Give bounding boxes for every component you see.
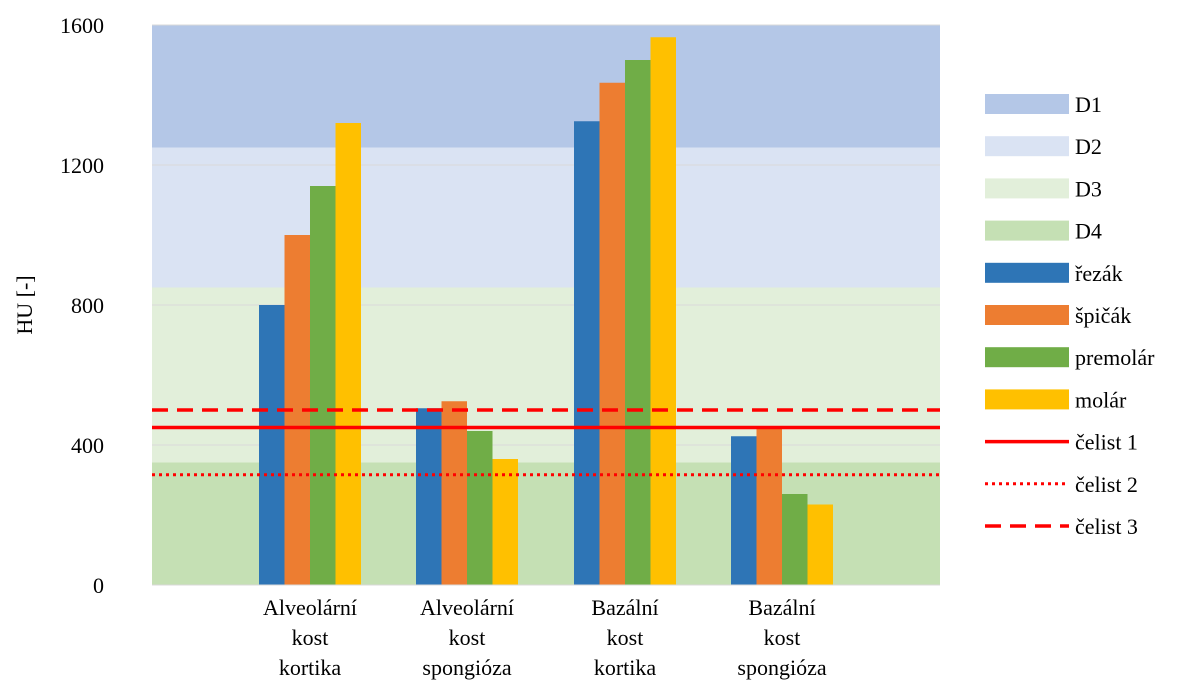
- y-axis-title: HU [-]: [12, 275, 37, 334]
- legend-label: premolár: [1075, 345, 1155, 370]
- legend-swatch: [985, 178, 1069, 199]
- legend-label: řezák: [1075, 261, 1123, 286]
- legend-swatch: [985, 389, 1069, 410]
- x-category-label: Alveolární: [263, 595, 357, 620]
- bar-1-3: [574, 121, 600, 585]
- bar-3-3: [625, 60, 651, 585]
- x-category-label: spongióza: [422, 655, 511, 680]
- bar-1-1: [259, 305, 285, 585]
- legend-label: špičák: [1075, 303, 1131, 328]
- x-category-label: kost: [607, 625, 644, 650]
- legend: D1 D2 D3 D4 řezák špičák premolár molár čelist 1…: [985, 92, 1155, 539]
- legend-swatch: [985, 94, 1069, 114]
- bar-4-3: [650, 37, 676, 585]
- legend-swatch: [985, 262, 1069, 283]
- legend-label: molár: [1075, 387, 1127, 412]
- x-category-label: Alveolární: [420, 595, 514, 620]
- x-category-label: kost: [292, 625, 329, 650]
- legend-label: čelist 1: [1075, 430, 1138, 455]
- bar-1-4: [731, 436, 757, 585]
- bar-4-4: [807, 504, 833, 585]
- legend-swatch: [985, 347, 1069, 368]
- band-d2: [152, 147, 940, 288]
- legend-label: D4: [1075, 219, 1102, 244]
- bars: [259, 37, 833, 585]
- legend-swatch: [985, 220, 1069, 241]
- bar-3-1: [310, 186, 336, 585]
- x-category-label: Bazální: [591, 595, 658, 620]
- y-tick-label: 1200: [60, 153, 104, 178]
- y-tick-label: 1600: [60, 13, 104, 38]
- legend-label: D1: [1075, 92, 1102, 117]
- bar-4-1: [335, 123, 361, 585]
- x-category-label: kost: [764, 625, 801, 650]
- bar-1-2: [416, 408, 442, 585]
- y-tick-label: 400: [71, 433, 104, 458]
- legend-swatch: [985, 136, 1069, 157]
- bar-3-2: [467, 431, 493, 585]
- y-tick-label: 800: [71, 293, 104, 318]
- bar-2-4: [756, 427, 782, 585]
- x-category-label: kost: [449, 625, 486, 650]
- reference-lines: [152, 408, 940, 477]
- y-tick-label: 0: [93, 573, 104, 598]
- band-d1: [152, 25, 940, 148]
- legend-label: D3: [1075, 176, 1102, 201]
- bar-3-4: [782, 494, 808, 585]
- y-axis: HU [-] 0 400 800 1200 1600: [12, 13, 104, 598]
- x-category-label: spongióza: [737, 655, 826, 680]
- legend-label: čelist 2: [1075, 472, 1138, 497]
- bar-4-2: [492, 459, 518, 585]
- legend-label: D2: [1075, 134, 1102, 159]
- bar-2-2: [441, 401, 467, 585]
- x-axis: Alveolární kost kortika Alveolární kost spong…: [152, 584, 940, 680]
- x-category-label: kortika: [594, 655, 657, 680]
- x-category-label: Bazální: [748, 595, 815, 620]
- x-category-label: kortika: [279, 655, 342, 680]
- legend-swatch: [985, 305, 1069, 325]
- bar-2-3: [599, 82, 625, 585]
- legend-label: čelist 3: [1075, 514, 1138, 539]
